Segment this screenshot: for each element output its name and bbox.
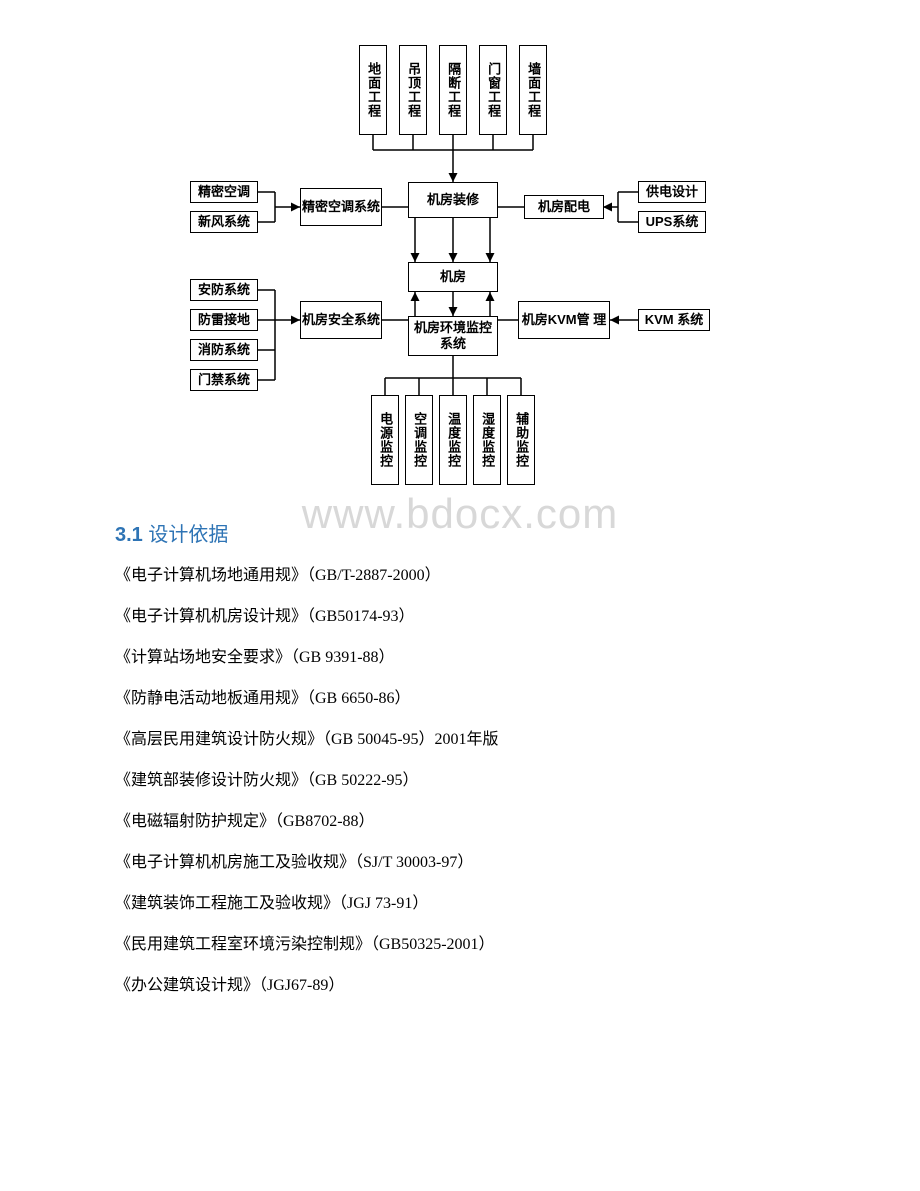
node-center: 机房 bbox=[408, 262, 498, 292]
node-bottom-0: 电源监控 bbox=[371, 395, 399, 485]
node-left-a-1: 新风系统 bbox=[190, 211, 258, 233]
node-left-b-3: 门禁系统 bbox=[190, 369, 258, 391]
node-mid-right-a: 机房配电 bbox=[524, 195, 604, 219]
node-right-b: KVM 系统 bbox=[638, 309, 710, 331]
node-right-a-1: UPS系统 bbox=[638, 211, 706, 233]
reference-item: 《电子计算机机房设计规》（GB50174-93） bbox=[115, 602, 920, 626]
node-top-2: 隔断工程 bbox=[439, 45, 467, 135]
node-left-b-2: 消防系统 bbox=[190, 339, 258, 361]
reference-item: 《电子计算机机房施工及验收规》（SJ/T 30003-97） bbox=[115, 848, 920, 872]
reference-item: 《电磁辐射防护规定》（GB8702-88） bbox=[115, 807, 920, 831]
reference-item: 《电子计算机场地通用规》（GB/T-2887-2000） bbox=[115, 561, 920, 585]
reference-item: 《建筑装饰工程施工及验收规》（JGJ 73-91） bbox=[115, 889, 920, 913]
node-top-1: 吊顶工程 bbox=[399, 45, 427, 135]
heading-title: 设计依据 bbox=[148, 524, 228, 546]
node-bottom-4: 辅助监控 bbox=[507, 395, 535, 485]
node-left-a-0: 精密空调 bbox=[190, 181, 258, 203]
node-bottom-3: 湿度监控 bbox=[473, 395, 501, 485]
node-mid-left-a: 精密空调系统 bbox=[300, 188, 382, 226]
reference-item: 《建筑部装修设计防火规》（GB 50222-95） bbox=[115, 766, 920, 790]
heading-number: 3.1 bbox=[115, 524, 143, 546]
node-left-b-1: 防雷接地 bbox=[190, 309, 258, 331]
reference-item: 《防静电活动地板通用规》（GB 6650-86） bbox=[115, 684, 920, 708]
node-bottom-1: 空调监控 bbox=[405, 395, 433, 485]
reference-list: 《电子计算机场地通用规》（GB/T-2887-2000） 《电子计算机机房设计规… bbox=[115, 561, 920, 995]
node-mid-left-b: 机房安全系统 bbox=[300, 301, 382, 339]
node-top-3: 门窗工程 bbox=[479, 45, 507, 135]
reference-item: 《高层民用建筑设计防火规》（GB 50045-95）2001年版 bbox=[115, 725, 920, 749]
reference-item: 《民用建筑工程室环境污染控制规》（GB50325-2001） bbox=[115, 930, 920, 954]
node-top-4: 墙面工程 bbox=[519, 45, 547, 135]
document-page: 地面工程 吊顶工程 隔断工程 门窗工程 墙面工程 精密空调 新风系统 安防系统 … bbox=[0, 0, 920, 1072]
node-env: 机房环境监控系统 bbox=[408, 316, 498, 356]
section-heading: 3.1 设计依据 bbox=[115, 518, 920, 547]
node-mid-top: 机房装修 bbox=[408, 182, 498, 218]
flowchart-diagram: 地面工程 吊顶工程 隔断工程 门窗工程 墙面工程 精密空调 新风系统 安防系统 … bbox=[0, 0, 920, 500]
reference-item: 《计算站场地安全要求》（GB 9391-88） bbox=[115, 643, 920, 667]
node-left-b-0: 安防系统 bbox=[190, 279, 258, 301]
node-mid-right-b: 机房KVM管 理 bbox=[518, 301, 610, 339]
node-top-0: 地面工程 bbox=[359, 45, 387, 135]
node-bottom-2: 温度监控 bbox=[439, 395, 467, 485]
reference-item: 《办公建筑设计规》（JGJ67-89） bbox=[115, 971, 920, 995]
node-right-a-0: 供电设计 bbox=[638, 181, 706, 203]
